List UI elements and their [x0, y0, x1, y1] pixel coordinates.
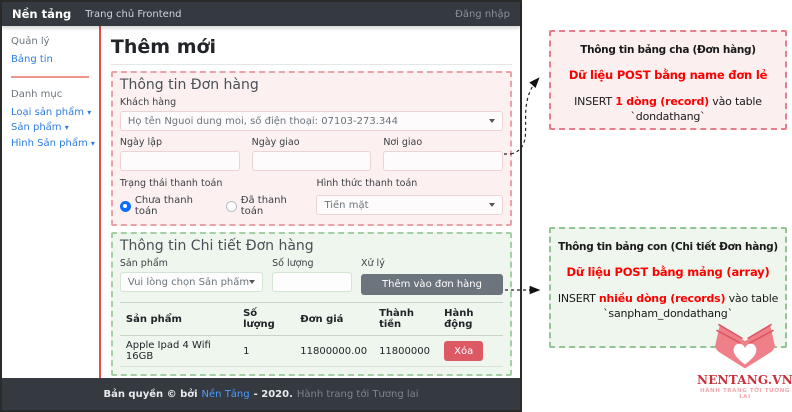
child-annotation-title: Thông tin bảng con (Chi tiết Đơn hàng): [558, 241, 778, 253]
delivery-date-label: Ngày giao: [251, 137, 300, 148]
header-quantity: Số lượng: [237, 302, 295, 336]
radio-selected-icon: [119, 200, 131, 212]
book-heart-icon: [715, 323, 775, 369]
header-unit-price: Đơn giá: [294, 302, 374, 336]
product-select[interactable]: Vui lòng chọn Sản phẩm: [119, 272, 264, 292]
dashed-arrow-to-child-annotation: [505, 285, 541, 295]
radio-paid[interactable]: Đã thanh toán: [225, 195, 307, 217]
created-date-input[interactable]: [119, 151, 240, 171]
child-annotation-post-note: Dữ liệu POST bằng mảng (array): [566, 265, 770, 279]
navbar-home-link[interactable]: Trang chủ Frontend: [85, 8, 182, 20]
product-select-value: Vui lòng chọn Sản phẩm: [127, 276, 250, 288]
logo-tagline: HÀNH TRANG TỚI TƯƠNG LAI: [699, 388, 791, 400]
sidebar-item-product[interactable]: Sản phẩm ▾: [11, 120, 95, 136]
footer-year: - 2020.: [253, 388, 293, 400]
caret-down-icon: ▾: [64, 123, 69, 132]
content-left-red-divider: [98, 26, 101, 378]
page-title: Thêm mới: [110, 36, 217, 58]
annotation-child-box: Thông tin bảng con (Chi tiết Đơn hàng) D…: [549, 227, 787, 348]
delivery-date-field: Ngày giao: [251, 137, 372, 171]
sidebar-item-news[interactable]: Bảng tin: [11, 53, 53, 65]
annotation-parent-box: Thông tin bảng cha (Đơn hàng) Dữ liệu PO…: [549, 30, 787, 130]
parent-annotation-insert-note: INSERT 1 dòng (record) vào table `dondat…: [574, 95, 762, 124]
action-label: Xử lý: [361, 258, 385, 269]
quantity-input[interactable]: [272, 272, 352, 292]
header-product: Sản phẩm: [119, 302, 238, 336]
quantity-field: Số lượng: [272, 258, 352, 295]
sidebar-item-label: Hình Sản phẩm: [11, 137, 88, 149]
customer-select[interactable]: Họ tên Nguoi dung moi, số điện thoại: 07…: [119, 111, 503, 131]
delivery-date-input[interactable]: [251, 151, 372, 171]
payment-method-field: Hình thức thanh toán Tiền mặt: [316, 178, 503, 217]
order-items-table: Sản phẩm Số lượng Đơn giá Thành tiền Hàn…: [119, 302, 503, 367]
cell-quantity: 1: [237, 335, 295, 367]
detail-section-title: Thông tin Chi tiết Đơn hàng: [119, 238, 314, 254]
radio-unpaid[interactable]: Chưa thanh toán: [119, 195, 212, 217]
radio-unselected-icon: [225, 200, 237, 212]
sidebar-item-product-image[interactable]: Hình Sản phẩm ▾: [11, 136, 95, 152]
cell-product: Apple Ipad 4 Wifi 16GB: [119, 335, 238, 367]
table-row: Apple Ipad 4 Wifi 16GB 1 11800000.00 118…: [119, 335, 503, 367]
chevron-down-icon: [489, 119, 495, 123]
payment-status-label: Trạng thái thanh toán: [119, 178, 223, 189]
app-window: Nền tảng Trang chủ Frontend Đăng nhập Qu…: [0, 0, 522, 412]
top-navbar: Nền tảng Trang chủ Frontend Đăng nhập: [2, 2, 520, 26]
parent-annotation-title: Thông tin bảng cha (Đơn hàng): [580, 44, 756, 56]
payment-method-label: Hình thức thanh toán: [316, 178, 418, 189]
caret-down-icon: ▾: [87, 107, 92, 117]
dashed-arrow-to-parent-annotation: [504, 77, 540, 155]
order-info-section: Thông tin Đơn hàng Khách hàng Họ tên Ngu…: [110, 71, 512, 226]
chevron-down-icon: [249, 280, 256, 284]
sidebar-item-product-type[interactable]: Loại sản phẩm ▾: [11, 105, 95, 121]
cell-unit-price: 11800000.00: [294, 335, 374, 367]
sidebar-group-category-title: Danh mục: [11, 89, 63, 100]
created-date-label: Ngày lập: [119, 137, 162, 148]
delivery-place-label: Nơi giao: [383, 137, 423, 148]
quantity-label: Số lượng: [272, 258, 314, 269]
sidebar-group-manage-title: Quản lý: [11, 36, 50, 47]
app-body: Quản lý Bảng tin Danh mục Loại sản phẩm …: [2, 26, 520, 378]
navbar-brand[interactable]: Nền tảng: [12, 7, 72, 21]
created-date-field: Ngày lập: [119, 137, 240, 171]
sidebar-divider: [11, 76, 89, 78]
navbar-login-link[interactable]: Đăng nhập: [455, 8, 510, 20]
footer-brand-link[interactable]: Nền Tảng: [201, 388, 250, 400]
title-divider: [110, 64, 512, 65]
delivery-place-field: Nơi giao: [383, 137, 504, 171]
add-to-order-button[interactable]: Thêm vào đơn hàng: [361, 274, 503, 295]
payment-status-field: Trạng thái thanh toán Chưa thanh toán Đã…: [119, 178, 317, 217]
child-annotation-insert-note: INSERT nhiều dòng (records) vào table `s…: [557, 292, 779, 321]
footer-copyright: Bản quyền © bởi: [103, 388, 198, 400]
sidebar-item-label: Loại sản phẩm: [11, 106, 85, 118]
product-field: Sản phẩm Vui lòng chọn Sản phẩm: [119, 258, 264, 295]
customer-label: Khách hàng: [119, 97, 177, 108]
app-footer: Bản quyền © bởi Nền Tảng - 2020. Hành tr…: [2, 378, 520, 410]
product-label: Sản phẩm: [119, 258, 168, 269]
radio-paid-label: Đã thanh toán: [240, 195, 287, 217]
delete-button[interactable]: Xóa: [444, 341, 484, 361]
caret-down-icon: ▾: [90, 138, 95, 148]
customer-select-value: Họ tên Nguoi dung moi, số điện thoại: 07…: [127, 115, 399, 127]
sidebar-item-label: Sản phẩm: [11, 122, 62, 133]
logo-name: NENTANG.VN: [697, 373, 792, 387]
header-total: Thành tiền: [373, 302, 439, 336]
delivery-place-input[interactable]: [383, 151, 504, 171]
parent-annotation-post-note: Dữ liệu POST bằng name đơn lẻ: [568, 68, 768, 82]
cell-total: 11800000: [373, 335, 439, 367]
chevron-down-icon: [489, 203, 495, 207]
order-detail-section: Thông tin Chi tiết Đơn hàng Sản phẩm Vui…: [110, 232, 512, 376]
cell-action: Xóa: [438, 335, 503, 367]
payment-method-value: Tiền mặt: [324, 199, 369, 211]
payment-method-select[interactable]: Tiền mặt: [316, 195, 503, 215]
order-section-title: Thông tin Đơn hàng: [119, 77, 259, 93]
nentang-logo: NENTANG.VN HÀNH TRANG TỚI TƯƠNG LAI: [695, 323, 792, 400]
sidebar: Quản lý Bảng tin Danh mục Loại sản phẩm …: [2, 26, 99, 378]
footer-slogan: Hành trang tới Tương lai: [296, 388, 419, 400]
main-content: Thêm mới Thông tin Đơn hàng Khách hàng H…: [101, 26, 520, 378]
action-field: Xử lý Thêm vào đơn hàng: [361, 258, 503, 295]
radio-unpaid-label: Chưa thanh toán: [134, 195, 193, 217]
table-header-row: Sản phẩm Số lượng Đơn giá Thành tiền Hàn…: [119, 302, 503, 336]
header-action: Hành động: [438, 302, 503, 336]
